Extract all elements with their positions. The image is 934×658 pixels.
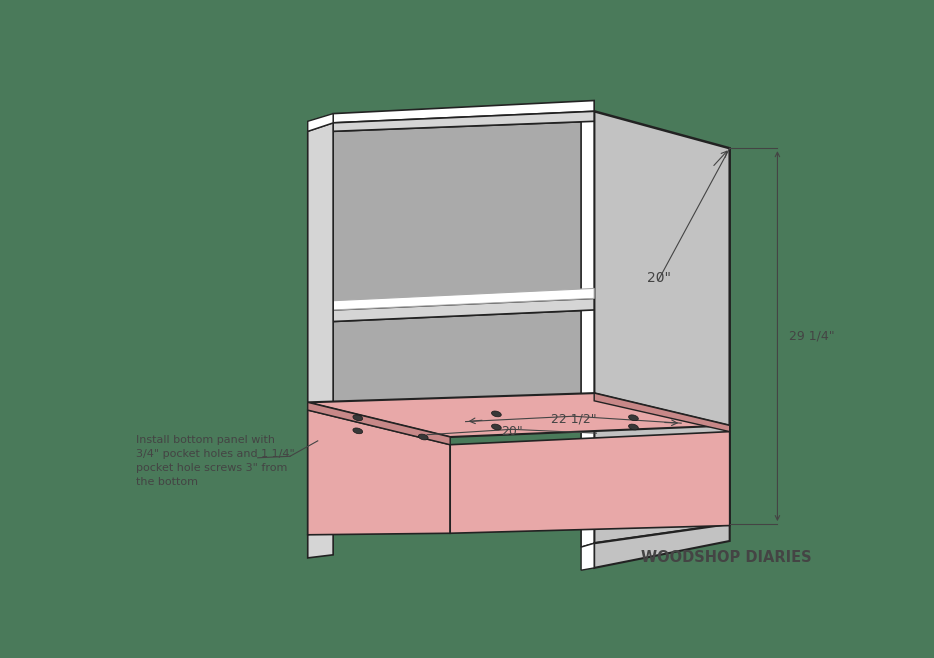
Text: 20": 20" <box>501 425 523 438</box>
Text: 22 1/2": 22 1/2" <box>550 413 596 426</box>
Polygon shape <box>307 527 333 558</box>
Text: WOODSHOP DIARIES: WOODSHOP DIARIES <box>642 550 812 565</box>
Text: 29 1/4": 29 1/4" <box>789 330 835 343</box>
Polygon shape <box>333 101 594 123</box>
Ellipse shape <box>418 434 428 440</box>
Polygon shape <box>333 111 594 132</box>
Polygon shape <box>450 432 729 533</box>
Ellipse shape <box>629 424 638 430</box>
Ellipse shape <box>491 411 502 417</box>
Ellipse shape <box>629 415 638 420</box>
Polygon shape <box>581 544 594 570</box>
Polygon shape <box>307 402 450 445</box>
Polygon shape <box>307 393 729 437</box>
Text: Install bottom panel with
3/4" pocket holes and 1 1/4"
pocket hole screws 3" fro: Install bottom panel with 3/4" pocket ho… <box>136 435 295 487</box>
Text: 20": 20" <box>646 270 671 285</box>
Polygon shape <box>307 123 333 535</box>
Ellipse shape <box>353 428 362 434</box>
Polygon shape <box>307 410 450 535</box>
Polygon shape <box>594 524 729 568</box>
Ellipse shape <box>491 424 502 430</box>
Polygon shape <box>333 310 594 410</box>
Polygon shape <box>594 111 729 544</box>
Polygon shape <box>581 111 594 547</box>
Polygon shape <box>307 114 333 132</box>
Polygon shape <box>333 121 594 310</box>
Polygon shape <box>333 299 594 322</box>
Polygon shape <box>594 393 729 432</box>
Polygon shape <box>333 288 594 310</box>
Ellipse shape <box>353 415 362 420</box>
